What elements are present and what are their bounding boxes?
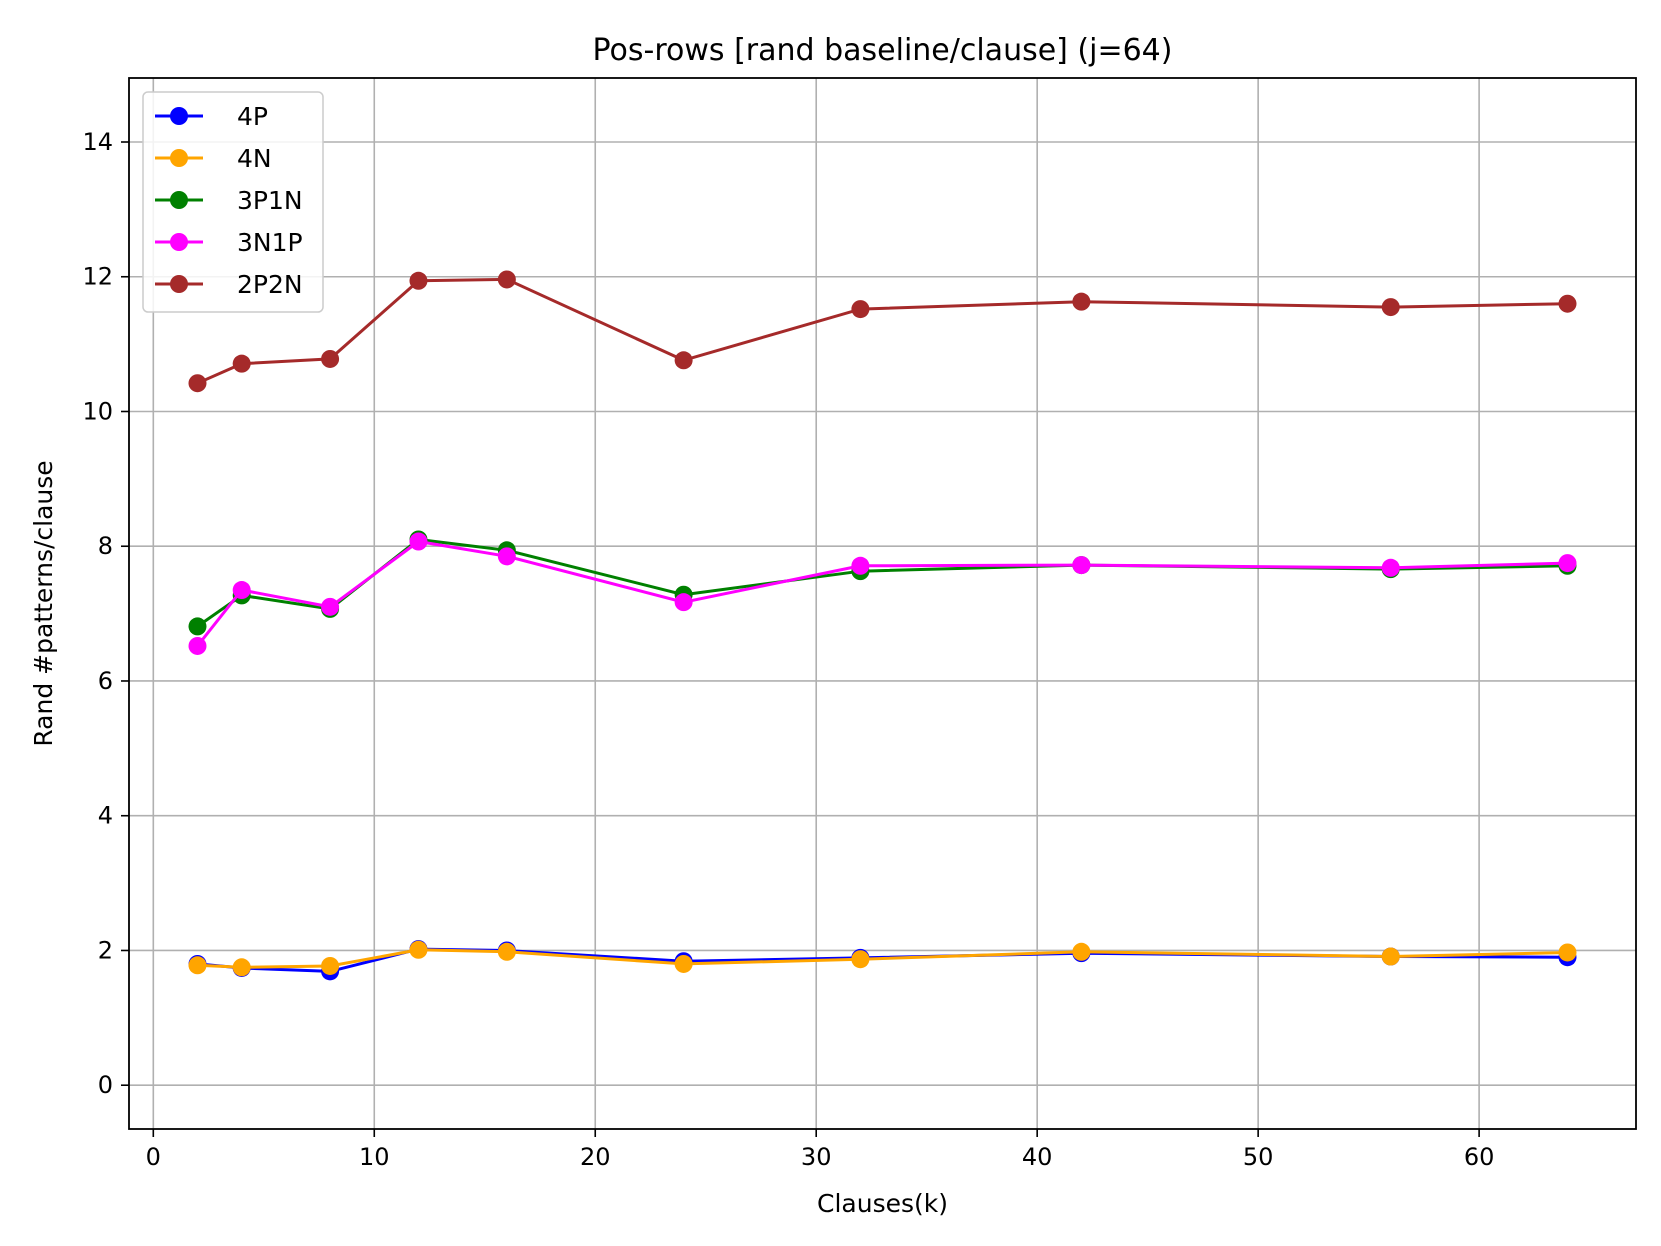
- data-point-4n: [1072, 942, 1091, 961]
- y-tick-label: 6: [98, 667, 113, 695]
- legend: 4P 4N 3P1N 3N1P 2P2N: [142, 91, 324, 313]
- data-point-4n: [188, 956, 207, 975]
- data-point-3n1p: [851, 556, 870, 575]
- legend-label: 2P2N: [237, 270, 303, 299]
- y-tick-label: 14: [82, 128, 113, 156]
- data-point-2p2n: [188, 374, 207, 393]
- data-point-4n: [1558, 943, 1577, 962]
- x-tick-label: 30: [801, 1143, 832, 1171]
- chart-title: Pos-rows [rand baseline/clause] (j=64): [593, 33, 1173, 68]
- series-line-3n1p: [196, 539, 1568, 647]
- legend-item-2p2n: 2P2N: [155, 270, 303, 299]
- data-point-2p2n: [1381, 298, 1400, 317]
- legend-swatch-marker: [170, 107, 188, 125]
- y-tick-label: 8: [98, 532, 113, 560]
- y-tick-label: 4: [98, 802, 113, 830]
- data-point-3n1p: [1072, 556, 1091, 575]
- legend-label: 3P1N: [237, 186, 303, 215]
- series-2p2n: [188, 270, 1577, 393]
- axis-ticks: 0 10 20 30 40 50 60 0 2 4 6 8 10 12 14: [82, 128, 1494, 1171]
- data-point-2p2n: [851, 300, 870, 319]
- data-point-4n: [851, 950, 870, 969]
- data-point-3n1p: [409, 532, 428, 551]
- data-point-2p2n: [232, 354, 251, 373]
- legend-label: 4N: [237, 144, 272, 173]
- legend-swatch-marker: [170, 275, 188, 293]
- y-tick-label: 2: [98, 936, 113, 964]
- x-axis-label: Clauses(k): [817, 1189, 948, 1218]
- data-point-3n1p: [674, 593, 693, 612]
- series-line-4n: [197, 948, 1568, 969]
- legend-item-4n: 4N: [155, 144, 272, 173]
- grid: [129, 78, 1636, 1129]
- plot-frame: [128, 77, 1637, 1130]
- data-point-2p2n: [321, 349, 340, 368]
- x-tick-label: 40: [1022, 1143, 1053, 1171]
- data-point-3n1p: [232, 581, 251, 600]
- data-point-2p2n: [674, 351, 693, 370]
- data-point-3n1p: [1558, 554, 1577, 573]
- legend-swatch-marker: [170, 233, 188, 251]
- legend-box: [142, 91, 324, 313]
- x-tick-label: 0: [146, 1143, 161, 1171]
- data-point-2p2n: [409, 271, 428, 290]
- series-3n1p: [188, 532, 1577, 655]
- series-4n: [188, 940, 1577, 977]
- x-tick-label: 50: [1243, 1143, 1274, 1171]
- data-point-2p2n: [497, 270, 516, 289]
- data-point-4n: [1381, 947, 1400, 966]
- legend-swatch-marker: [170, 191, 188, 209]
- series-line-2p2n: [196, 277, 1568, 385]
- y-tick-label: 10: [82, 397, 113, 425]
- series-layer: [188, 270, 1577, 981]
- data-point-4n: [497, 942, 516, 961]
- legend-swatch-marker: [170, 149, 188, 167]
- data-point-3n1p: [497, 547, 516, 566]
- legend-item-3n1p: 3N1P: [155, 228, 303, 257]
- data-point-2p2n: [1072, 292, 1091, 311]
- x-tick-label: 20: [580, 1143, 611, 1171]
- y-axis-label: Rand #patterns/clause: [29, 460, 58, 746]
- legend-label: 3N1P: [237, 228, 303, 257]
- legend-item-4p: 4P: [155, 102, 268, 131]
- legend-label: 4P: [237, 102, 268, 131]
- legend-item-3p1n: 3P1N: [155, 186, 303, 215]
- x-tick-label: 10: [359, 1143, 390, 1171]
- data-point-3n1p: [1381, 558, 1400, 577]
- data-point-3n1p: [321, 597, 340, 616]
- data-point-4n: [232, 958, 251, 977]
- data-point-4n: [674, 954, 693, 973]
- data-point-2p2n: [1558, 294, 1577, 313]
- x-tick-label: 60: [1464, 1143, 1495, 1171]
- data-point-4n: [409, 940, 428, 959]
- y-tick-label: 0: [98, 1071, 113, 1099]
- y-tick-label: 12: [82, 263, 113, 291]
- data-point-3n1p: [188, 636, 207, 655]
- data-point-3p1n: [188, 617, 207, 636]
- data-point-4n: [321, 956, 340, 975]
